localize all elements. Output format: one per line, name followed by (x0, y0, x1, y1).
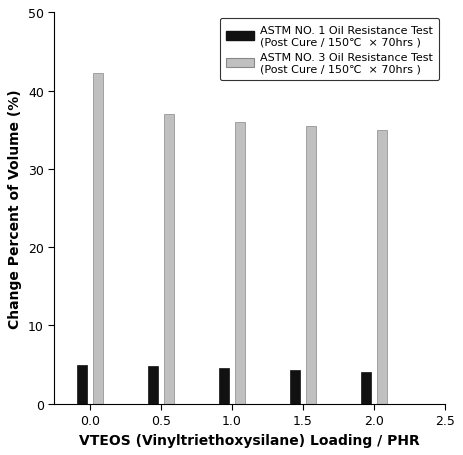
Bar (376, 131, 387, 404)
Bar (306, 126, 315, 404)
Bar (77, 365, 87, 404)
Bar (219, 368, 229, 404)
Bar (290, 370, 300, 404)
Bar (361, 372, 371, 404)
Bar (93, 74, 103, 404)
Bar (163, 115, 174, 404)
Legend: ASTM NO. 1 Oil Resistance Test
(Post Cure / 150℃  × 70hrs ), ASTM NO. 3 Oil Resi: ASTM NO. 1 Oil Resistance Test (Post Cur… (219, 19, 439, 81)
Bar (148, 366, 158, 404)
X-axis label: VTEOS (Vinyltriethoxysilane) Loading / PHR: VTEOS (Vinyltriethoxysilane) Loading / P… (79, 433, 420, 447)
Y-axis label: Change Percent of Volume (%): Change Percent of Volume (%) (8, 89, 22, 328)
Bar (235, 123, 244, 404)
